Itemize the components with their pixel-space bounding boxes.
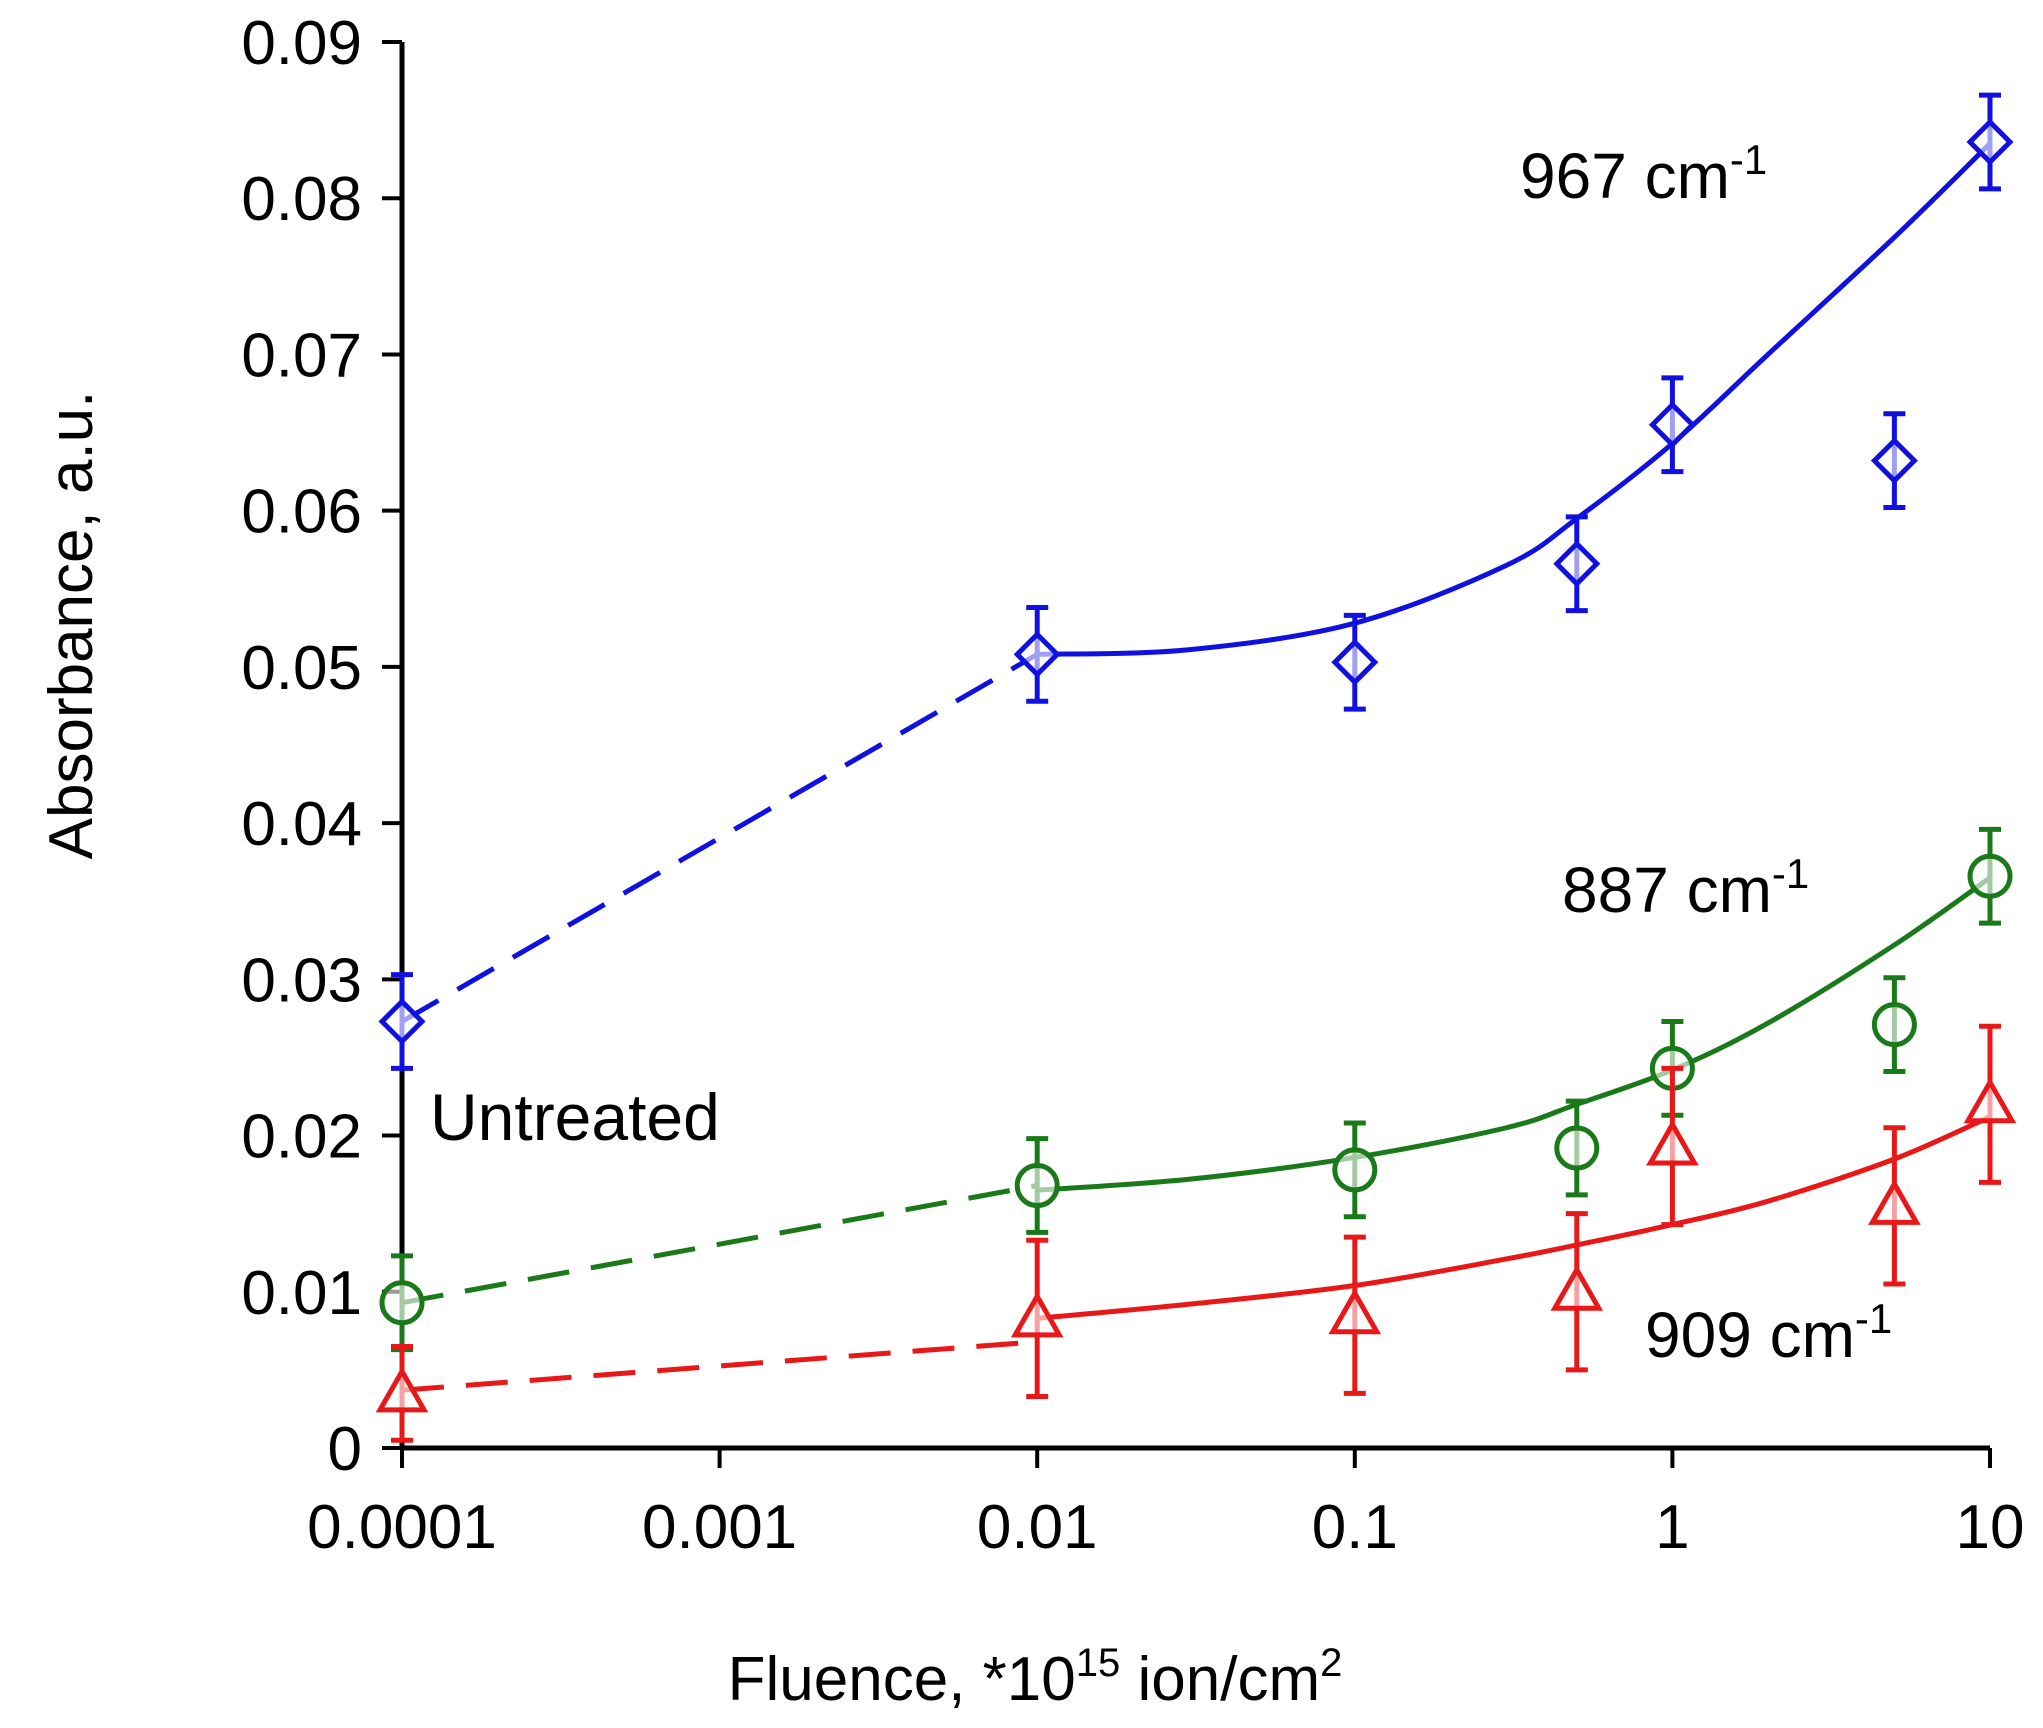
x-tick-label: 10 <box>1956 1493 2025 1562</box>
data-point-circle <box>1332 1147 1378 1193</box>
x-tick-label: 0.0001 <box>307 1493 497 1562</box>
data-point-circle <box>1014 1163 1060 1209</box>
dashed-line-887 <box>401 1183 1038 1306</box>
series-label-909-main: 909 cm <box>1645 1299 1855 1371</box>
data-point-triangle <box>1646 1119 1699 1166</box>
dashed-line-909 <box>401 1339 1038 1393</box>
y-axis-title: Absorbance, a.u. <box>37 391 106 860</box>
fit-curve-887 <box>1037 875 1992 1193</box>
data-point-diamond <box>1870 437 1918 485</box>
data-point-diamond <box>378 997 426 1046</box>
annotation-untreated: Untreated <box>430 1080 720 1154</box>
series-label-909-sup: -1 <box>1855 1295 1892 1342</box>
data-point-triangle <box>1868 1178 1921 1225</box>
y-tick-label: 0.09 <box>241 9 362 78</box>
series-909 <box>375 1023 2017 1443</box>
data-point-circle <box>1871 1002 1917 1048</box>
data-point-triangle <box>1963 1077 2017 1124</box>
x-axis-title-main: Fluence, *10 <box>728 1645 1076 1714</box>
x-tick-label: 0.01 <box>977 1493 1098 1562</box>
y-tick-label: 0.04 <box>241 790 362 859</box>
series-layer <box>375 92 2017 1443</box>
x-axis-title-sup2: 2 <box>1320 1641 1342 1685</box>
x-axis-title: Fluence, *1015 ion/cm2 <box>728 1641 1343 1714</box>
fit-curve-967 <box>1037 141 1992 657</box>
y-tick-label: 0 <box>328 1415 362 1484</box>
series-label-909: 909 cm-1 <box>1645 1295 1892 1371</box>
data-point-diamond <box>1966 118 2014 166</box>
data-point-diamond <box>1013 630 1061 678</box>
series-label-967: 967 cm-1 <box>1520 136 1767 212</box>
dashed-line-967 <box>400 652 1039 1024</box>
fit-curve-909 <box>1036 1114 1992 1321</box>
x-axis-title-sup: 15 <box>1076 1641 1121 1685</box>
series-967 <box>378 92 2014 1071</box>
data-point-diamond <box>1553 540 1601 588</box>
y-tick-label: 0.08 <box>241 165 362 234</box>
data-point-triangle <box>375 1366 429 1413</box>
x-tick-label: 1 <box>1655 1493 1689 1562</box>
data-point-triangle <box>1328 1288 1382 1335</box>
data-point-triangle <box>1010 1291 1064 1338</box>
labels: Untreated Absorbance, a.u. Fluence, *101… <box>37 136 1892 1714</box>
series-label-887-sup: -1 <box>1772 850 1809 897</box>
data-point-circle <box>1967 853 2013 899</box>
data-point-triangle <box>1550 1264 1604 1311</box>
x-axis-title-rest: ion/cm <box>1120 1645 1320 1714</box>
series-label-967-sup: -1 <box>1730 136 1767 183</box>
series-label-887-main: 887 cm <box>1562 854 1772 926</box>
x-tick-label: 0.1 <box>1312 1493 1398 1562</box>
data-point-diamond <box>1648 401 1696 449</box>
series-label-887: 887 cm-1 <box>1562 850 1809 926</box>
series-label-967-main: 967 cm <box>1520 140 1730 212</box>
data-point-circle <box>379 1280 425 1326</box>
y-tick-label: 0.07 <box>241 321 362 390</box>
y-tick-label: 0.03 <box>241 946 362 1015</box>
x-tick-label: 0.001 <box>642 1493 797 1562</box>
data-point-circle <box>1554 1125 1600 1171</box>
data-point-diamond <box>1331 638 1379 686</box>
axes: 0 0.01 0.02 0.03 0.04 0.05 0.06 0.07 0.08 0.09 0.0… <box>241 9 2024 1562</box>
y-tick-label: 0.05 <box>241 634 362 703</box>
y-tick-label: 0.02 <box>241 1103 362 1172</box>
y-tick-label: 0.01 <box>241 1259 362 1328</box>
y-tick-label: 0.06 <box>241 478 362 547</box>
